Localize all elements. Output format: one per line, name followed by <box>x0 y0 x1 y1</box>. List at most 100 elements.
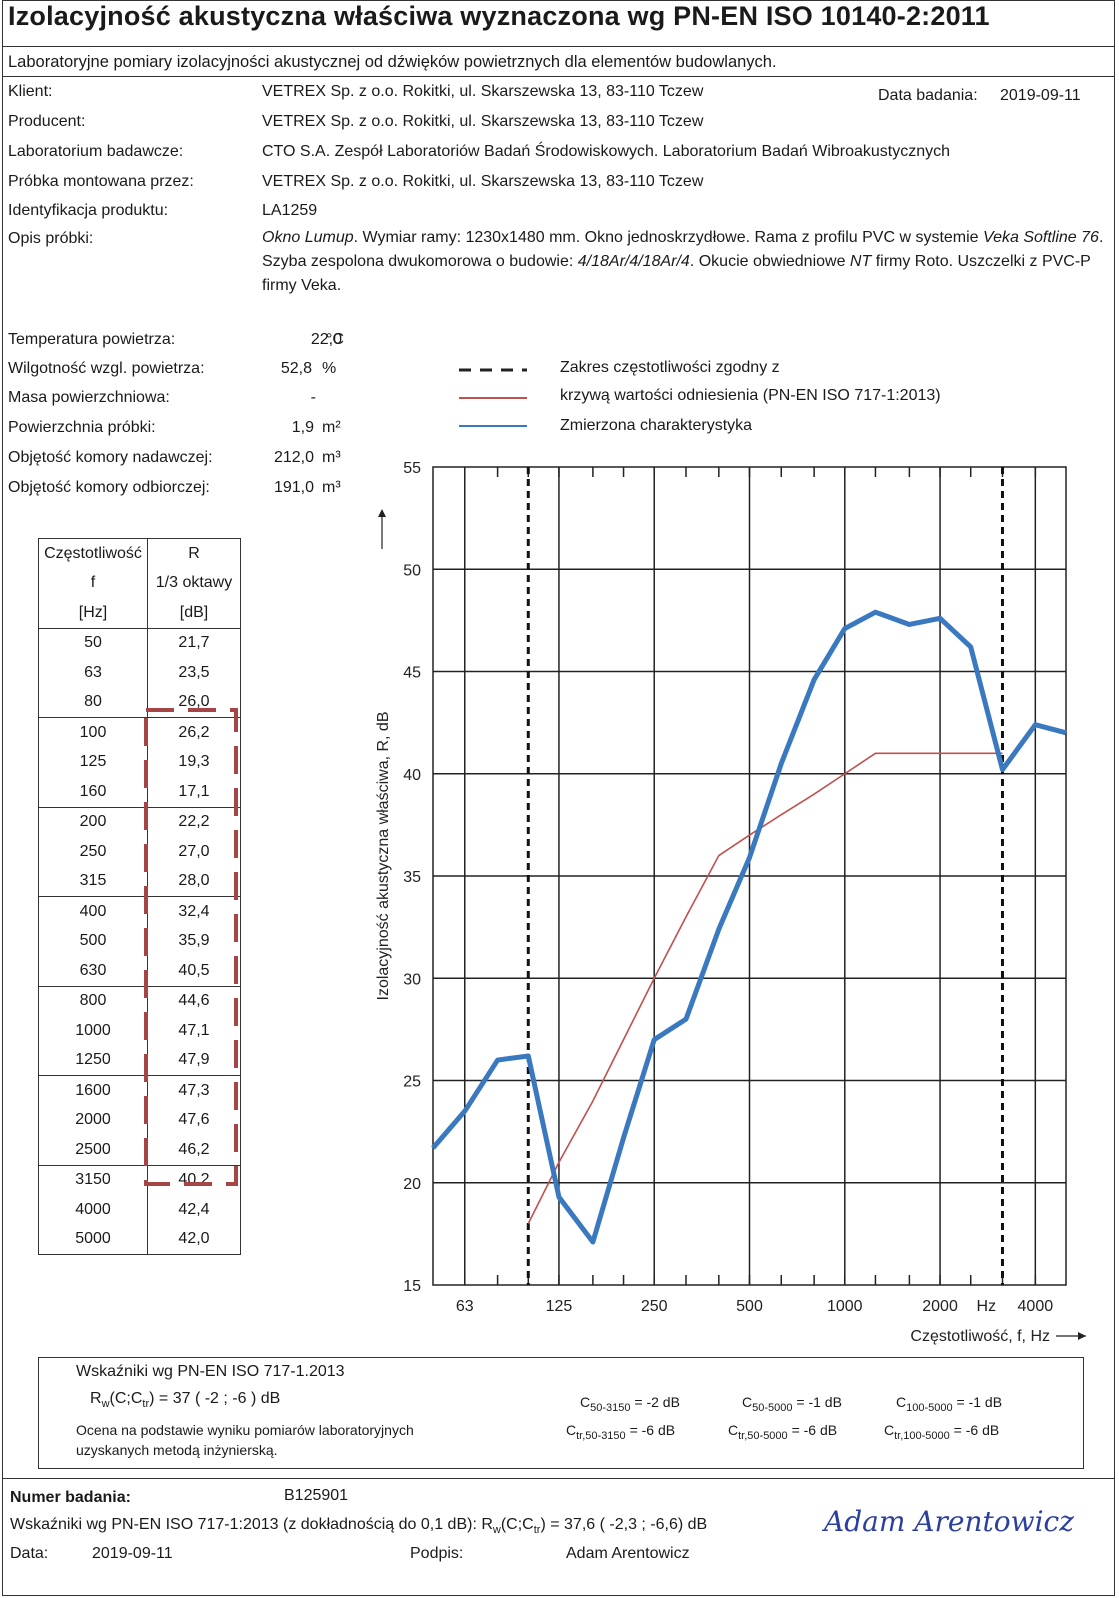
lab-label: Laboratorium badawcze: <box>8 143 184 160</box>
sound-insulation-chart: 15 20 25 30 35 40 45 50 55 63 125 250 500 1000 2000 400… <box>375 460 1086 1345</box>
producer-value: VETREX Sp. z o.o. Rokitki, ul. Skarszews… <box>262 113 704 130</box>
frequency-cell: 5000 <box>38 1224 148 1255</box>
r-value-cell: 28,0 <box>147 866 241 897</box>
rw-index: Rw(C;Ctr) = 37 ( -2 ; -6 ) dB <box>90 1390 281 1411</box>
frequency-cell: 250 <box>38 837 148 867</box>
y-tick-label: 30 <box>403 971 421 988</box>
condition-unit: m³ <box>322 479 341 496</box>
r-value-cell: 26,0 <box>147 687 241 718</box>
r-value-cell: 42,0 <box>147 1224 241 1255</box>
y-axis-arrowhead <box>378 509 386 517</box>
x-tick-label: 500 <box>736 1298 763 1315</box>
table-header-freq: [Hz] <box>38 598 148 628</box>
table-row: 250 27,0 <box>38 837 241 867</box>
frequency-cell: 500 <box>38 926 148 956</box>
divider <box>2 76 1115 77</box>
x-tick-label: 250 <box>641 1298 668 1315</box>
test-date-label: Data badania: <box>878 87 978 104</box>
frequency-cell: 125 <box>38 747 148 777</box>
legend-measured-label: Zmierzona charakterystyka <box>560 417 753 434</box>
frequency-cell: 400 <box>38 896 148 927</box>
frequency-cell: 200 <box>38 806 148 837</box>
condition-value: - <box>310 389 316 406</box>
indices-note-2: uzyskanych metodą inżynierską. <box>76 1442 278 1458</box>
y-tick-label: 50 <box>403 562 421 579</box>
producer-label: Producent: <box>8 113 86 130</box>
condition-label: Objętość komory odbiorczej: <box>8 479 210 496</box>
table-row: 5000 42,0 <box>38 1224 241 1255</box>
y-tick-label: 55 <box>403 460 421 477</box>
table-row: 630 40,5 <box>38 956 241 986</box>
condition-unit: m³ <box>322 449 341 466</box>
table-row: 3150 40,2 <box>38 1164 241 1195</box>
table-row: 63 23,5 <box>38 658 241 688</box>
measured-curve <box>431 609 1067 1245</box>
table-header-freq: Częstotliwość <box>38 538 148 569</box>
r-value-cell: 42,4 <box>147 1195 241 1225</box>
r-value-cell: 47,3 <box>147 1075 241 1106</box>
y-tick-label: 15 <box>403 1278 421 1295</box>
table-header-r: [dB] <box>147 598 241 628</box>
y-tick-label: 35 <box>403 869 421 886</box>
precise-indices: Wskaźniki wg PN-EN ISO 717-1:2013 (z dok… <box>10 1516 708 1537</box>
table-row: 315 28,0 <box>38 866 241 897</box>
x-axis-arrowhead <box>1078 1332 1086 1340</box>
ctr-100-5000: Ctr,100-5000 = -6 dB <box>884 1422 1000 1442</box>
frequency-cell: 2500 <box>38 1135 148 1165</box>
table-row: 2500 46,2 <box>38 1135 241 1165</box>
test-number-value: B125901 <box>284 1487 349 1504</box>
r-value-cell: 26,2 <box>147 717 241 748</box>
legend-swatches <box>459 368 527 427</box>
frequency-cell: 630 <box>38 956 148 986</box>
frequency-cell: 80 <box>38 687 148 718</box>
condition-value: 52,8 <box>280 360 312 377</box>
legend-range-label: Zakres częstotliwości zgodny z <box>560 359 780 376</box>
condition-label: Wilgotność wzgl. powietrza: <box>8 360 205 377</box>
table-row: 400 32,4 <box>38 896 241 927</box>
r-value-cell: 35,9 <box>147 926 241 956</box>
handwritten-signature: Adam Arentowicz <box>824 1505 1074 1538</box>
mounted-by-label: Próbka montowana przez: <box>8 173 194 190</box>
x-axis-title: Częstotliwość, f, Hz <box>910 1328 1050 1345</box>
test-number-label: Numer badania: <box>10 1489 131 1506</box>
table-row: 160 17,1 <box>38 777 241 807</box>
r-value-cell: 17,1 <box>147 777 241 807</box>
x-tick-label: 2000 <box>922 1298 958 1315</box>
x-tick-label: 1000 <box>827 1298 863 1315</box>
condition-value: 22,0 <box>310 331 342 348</box>
r-value-cell: 46,2 <box>147 1135 241 1165</box>
x-unit-label: Hz <box>977 1298 997 1315</box>
y-tick-label: 20 <box>403 1176 421 1193</box>
c-100-5000: C100-5000 = -1 dB <box>896 1394 1003 1414</box>
x-tick-label: 63 <box>456 1298 474 1315</box>
test-date-value: 2019-09-11 <box>1000 87 1081 104</box>
condition-value: 1,9 <box>291 419 314 436</box>
reference-curve <box>527 752 1003 1225</box>
condition-unit: °C <box>326 331 344 348</box>
y-tick-label: 45 <box>403 665 421 682</box>
frequency-cell: 63 <box>38 658 148 688</box>
condition-unit: m² <box>322 419 341 436</box>
c-50-3150: C50-3150 = -2 dB <box>580 1394 680 1414</box>
r-value-cell: 32,4 <box>147 896 241 927</box>
table-header-freq: f <box>38 568 148 598</box>
table-row: 500 35,9 <box>38 926 241 956</box>
divider <box>2 1478 1115 1479</box>
y-tick-label: 25 <box>403 1074 421 1091</box>
table-row: 80 26,0 <box>38 687 241 718</box>
c-50-5000: C50-5000 = -1 dB <box>742 1394 842 1414</box>
condition-value: 191,0 <box>273 479 314 496</box>
r-value-cell: 21,7 <box>147 627 241 658</box>
client-label: Klient: <box>8 83 53 100</box>
table-row: 4000 42,4 <box>38 1195 241 1225</box>
y-axis-title: Izolacyjność akustyczna właściwa, R, dB <box>375 712 392 1001</box>
condition-label: Powierzchnia próbki: <box>8 419 156 436</box>
sample-description: Okno Lumup. Wymiar ramy: 1230x1480 mm. O… <box>262 229 1104 294</box>
y-tick-label: 40 <box>403 767 421 784</box>
table-row: 125 19,3 <box>38 747 241 777</box>
frequency-table: Częstotliwość R f 1/3 oktawy [Hz] [dB] 50 21… <box>38 538 241 1255</box>
x-tick-label: 4000 <box>1018 1298 1054 1315</box>
frequency-cell: 1000 <box>38 1016 148 1046</box>
page-title: Izolacyjność akustyczna właściwa wyznacz… <box>8 1 990 31</box>
